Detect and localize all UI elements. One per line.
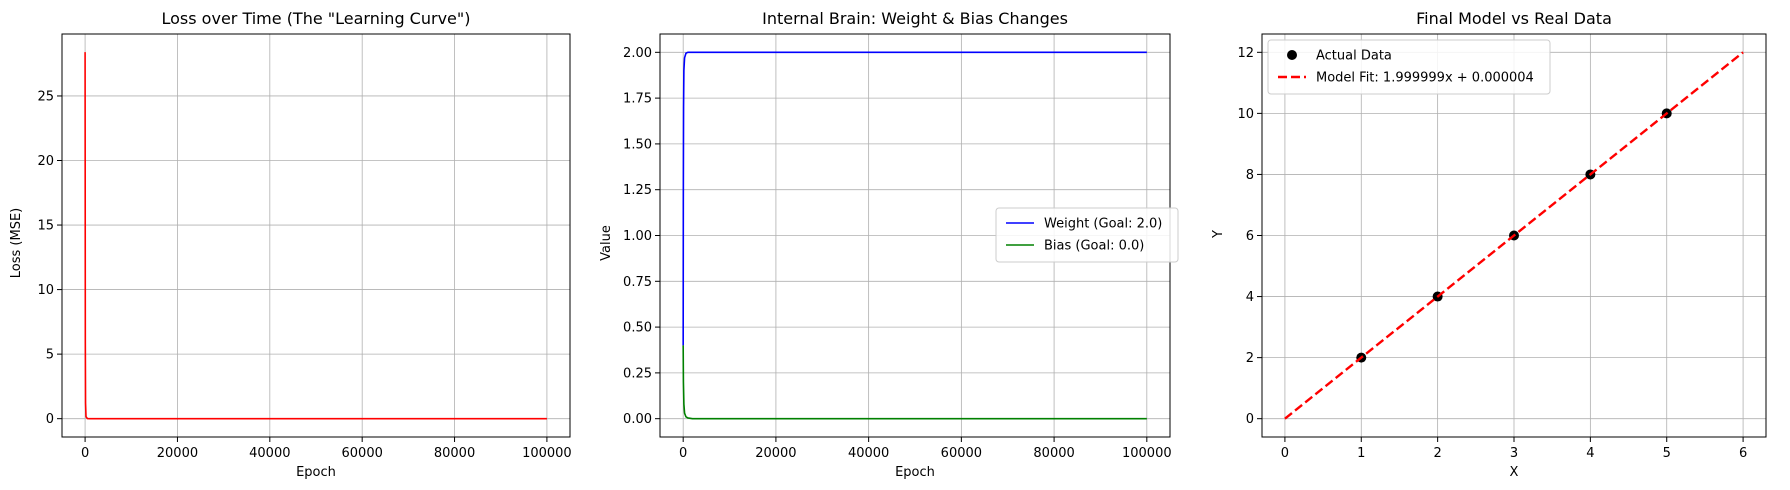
- params-y-tick-label: 1.50: [623, 137, 652, 152]
- params-chart-title: Internal Brain: Weight & Bias Changes: [762, 9, 1068, 28]
- params-chart-xlabel: Epoch: [895, 465, 935, 480]
- loss-chart-xlabel: Epoch: [296, 465, 336, 480]
- params-legend: Weight (Goal: 2.0) Bias (Goal: 0.0): [995, 207, 1179, 263]
- fit-chart-title: Final Model vs Real Data: [1416, 9, 1612, 28]
- loss-chart-ylabel: Loss (MSE): [9, 208, 24, 278]
- params-legend-label: Weight (Goal: 2.0): [1044, 217, 1162, 232]
- loss-chart-title: Loss over Time (The "Learning Curve"): [162, 9, 471, 28]
- params-x-tick-label: 80000: [1033, 446, 1074, 461]
- params-legend-box: [995, 207, 1179, 263]
- loss-x-tick-label: 0: [81, 446, 89, 461]
- loss-y-tick-label: 10: [37, 283, 54, 298]
- params-series-line-1: [682, 345, 1147, 420]
- params-x-tick-label: 60000: [941, 446, 982, 461]
- fit-legend-marker: [1287, 50, 1297, 60]
- params-y-tick-label: 1.25: [623, 183, 652, 198]
- params-y-tick-label: 1.00: [623, 229, 652, 244]
- fit-legend-box: [1267, 39, 1551, 95]
- params-x-tick-label: 40000: [848, 446, 889, 461]
- params-y-tick-label: 0.00: [623, 412, 652, 427]
- fit-y-tick-label: 0: [1246, 412, 1254, 427]
- fit-x-tick-label: 0: [1281, 446, 1289, 461]
- params-y-tick-label: 0.75: [623, 275, 652, 290]
- params-legend-label: Bias (Goal: 0.0): [1044, 239, 1144, 254]
- loss-x-tick-label: 60000: [342, 446, 383, 461]
- params-x-tick-label: 0: [679, 446, 687, 461]
- params-chart-ylabel: Value: [599, 225, 614, 261]
- fit-y-tick-label: 8: [1246, 168, 1254, 183]
- params-x-tick-label: 100000: [1122, 446, 1172, 461]
- loss-chart: 0 20000 40000 60000 80000 100000 0 5 10 15 20 25 Lo…: [9, 9, 572, 480]
- params-y-tick-label: 0.25: [623, 366, 652, 381]
- fit-chart-xlabel: X: [1510, 465, 1519, 480]
- fit-y-tick-label: 6: [1246, 229, 1254, 244]
- fit-legend-label: Actual Data: [1316, 49, 1392, 64]
- params-x-tick-label: 20000: [755, 446, 796, 461]
- fit-y-tick-label: 10: [1237, 107, 1254, 122]
- loss-series-line-0: [84, 52, 547, 420]
- loss-y-tick-label: 5: [46, 348, 54, 363]
- fit-chart-ylabel: Y: [1211, 230, 1226, 239]
- fit-legend: Actual Data Model Fit: 1.999999x + 0.0000…: [1267, 39, 1551, 95]
- loss-y-tick-label: 0: [46, 412, 54, 427]
- loss-axes-frame: [61, 33, 571, 438]
- params-y-tick-label: 0.50: [623, 321, 652, 336]
- loss-y-tick-label: 25: [37, 89, 54, 104]
- loss-y-tick-label: 15: [37, 219, 54, 234]
- fit-y-tick-label: 12: [1237, 46, 1254, 61]
- loss-x-tick-label: 20000: [157, 446, 198, 461]
- loss-x-tick-label: 80000: [434, 446, 475, 461]
- fit-x-tick-label: 4: [1586, 446, 1594, 461]
- loss-x-tick-label: 100000: [522, 446, 572, 461]
- loss-y-tick-label: 20: [37, 154, 54, 169]
- fit-y-tick-label: 2: [1246, 351, 1254, 366]
- loss-plot-area: 0 20000 40000 60000 80000 100000 0 5 10 15 20 25: [37, 33, 572, 461]
- fit-x-tick-label: 1: [1357, 446, 1365, 461]
- fit-x-tick-label: 3: [1510, 446, 1518, 461]
- fit-y-tick-label: 4: [1246, 290, 1254, 305]
- fit-x-tick-label: 6: [1739, 446, 1747, 461]
- fit-x-tick-label: 2: [1433, 446, 1441, 461]
- params-y-tick-label: 2.00: [623, 46, 652, 61]
- params-plot-area: 0 20000 40000 60000 80000 100000 0.00 0.25 0.50 0…: [623, 33, 1172, 461]
- fit-series-line-1: [1284, 51, 1744, 420]
- fit-x-tick-label: 5: [1663, 446, 1671, 461]
- loss-x-tick-label: 40000: [249, 446, 290, 461]
- params-chart: 0 20000 40000 60000 80000 100000 0.00 0.25 0.50 0…: [599, 9, 1179, 480]
- params-series-line-0: [682, 51, 1147, 346]
- fit-legend-label: Model Fit: 1.999999x + 0.000004: [1316, 71, 1534, 86]
- params-y-tick-label: 1.75: [623, 92, 652, 107]
